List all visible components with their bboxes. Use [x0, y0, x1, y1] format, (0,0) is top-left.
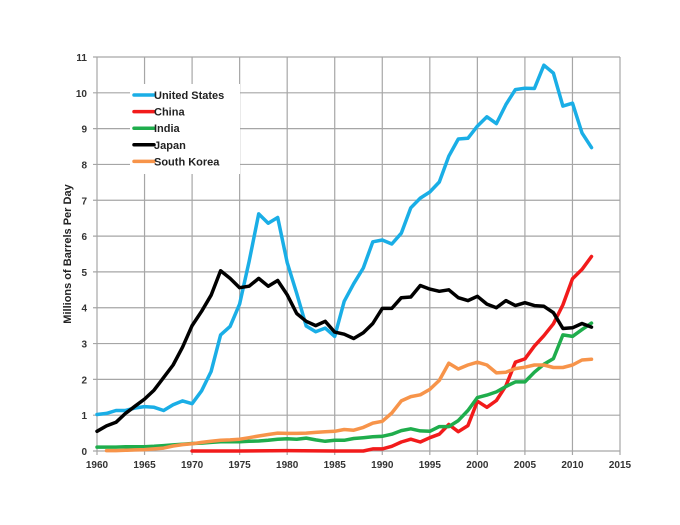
y-tick-label: 8 [81, 160, 87, 171]
y-tick-label: 11 [76, 53, 87, 64]
x-tick-label: 1980 [276, 460, 299, 471]
legend-label: United States [154, 90, 224, 102]
x-axis-ticks: 1960 1965 1970 1975 1980 1985 1990 1995 2000 2005… [86, 460, 632, 471]
y-tick-label: 6 [81, 232, 87, 243]
x-tick-label: 1985 [324, 460, 347, 471]
y-tick-label: 10 [76, 89, 88, 100]
x-tick-label: 2010 [561, 460, 584, 471]
x-tick-label: 1975 [229, 460, 252, 471]
series-lines [95, 63, 594, 453]
x-tick-label: 2015 [609, 460, 632, 471]
series-line-united-states [95, 63, 594, 417]
series-line-south-korea [104, 357, 594, 453]
series-line-japan [95, 269, 594, 434]
y-tick-label: 1 [81, 411, 87, 422]
y-tick-label: 3 [81, 340, 87, 351]
y-tick-label: 5 [81, 268, 87, 279]
y-tick-label: 9 [81, 125, 87, 136]
x-tick-label: 1965 [133, 460, 156, 471]
y-tick-label: 2 [81, 375, 87, 386]
legend-label: Japan [154, 140, 186, 152]
legend-label: South Korea [154, 156, 220, 168]
x-tick-label: 1960 [86, 460, 109, 471]
x-tick-label: 1970 [181, 460, 204, 471]
legend-label: China [154, 107, 185, 119]
x-tick-label: 1995 [419, 460, 442, 471]
legend-label: India [154, 123, 181, 135]
y-axis-label: Millions of Barrels Per Day [62, 183, 74, 323]
x-tick-label: 2000 [466, 460, 489, 471]
y-tick-label: 7 [81, 196, 87, 207]
x-tick-label: 1990 [371, 460, 394, 471]
y-tick-label: 4 [81, 304, 87, 315]
y-axis-ticks: 0 1 2 3 4 5 6 7 8 9 10 11 [76, 53, 88, 458]
series-line-china [190, 254, 594, 453]
legend: United States China India Japan South Korea [130, 84, 240, 174]
y-tick-label: 0 [81, 447, 87, 458]
x-tick-label: 2005 [514, 460, 537, 471]
